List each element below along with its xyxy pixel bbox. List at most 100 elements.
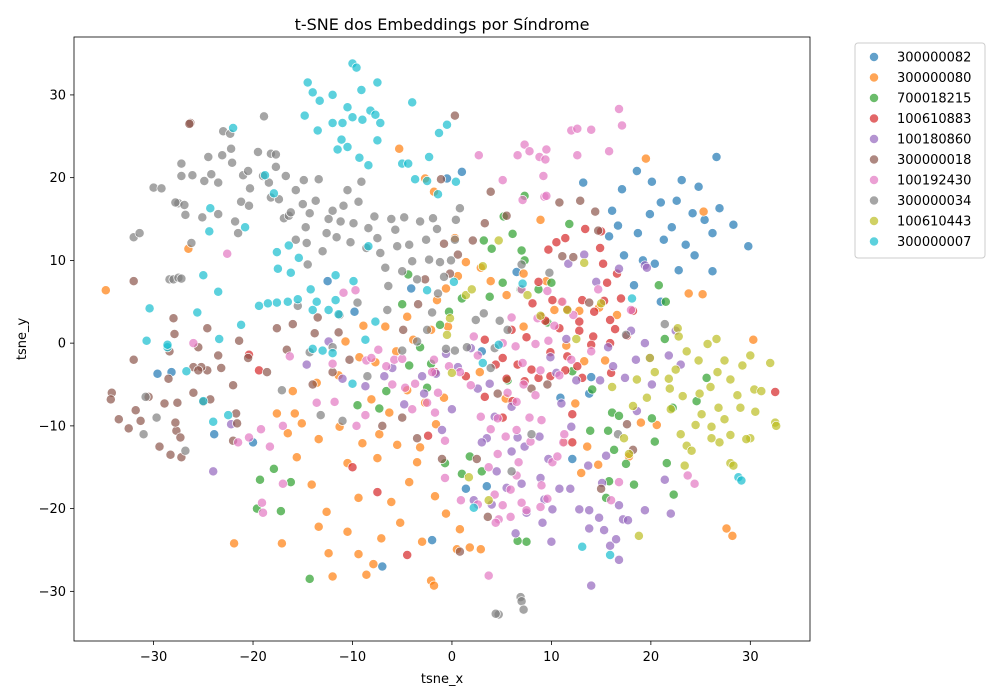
data-point: [282, 296, 293, 307]
data-point: [706, 433, 717, 444]
data-point: [333, 309, 344, 320]
data-point: [169, 329, 180, 339]
data-point: [435, 257, 445, 268]
data-point: [233, 437, 244, 448]
data-point: [679, 460, 690, 471]
data-point: [668, 489, 679, 500]
legend-label: 300000007: [897, 235, 971, 250]
data-point: [627, 293, 637, 304]
data-point: [229, 538, 240, 549]
data-point: [567, 437, 578, 448]
data-point: [719, 355, 730, 366]
data-point: [712, 367, 723, 378]
data-point: [327, 571, 338, 582]
data-point: [535, 365, 546, 376]
data-point: [323, 214, 334, 224]
data-point: [276, 538, 287, 549]
data-point: [521, 536, 532, 547]
data-point: [516, 259, 527, 270]
data-point: [424, 254, 435, 265]
data-point: [360, 381, 371, 392]
data-point: [770, 387, 781, 397]
data-point: [616, 293, 626, 304]
data-point: [472, 350, 483, 361]
data-point: [603, 425, 614, 436]
data-point: [614, 263, 624, 274]
data-point: [330, 295, 341, 306]
data-point: [546, 277, 557, 288]
data-point: [461, 342, 472, 353]
data-point: [176, 158, 187, 169]
data-point: [441, 508, 451, 519]
data-point: [345, 237, 356, 248]
data-point: [506, 466, 517, 477]
data-point: [596, 298, 607, 309]
data-point: [159, 398, 170, 409]
data-point: [403, 158, 414, 169]
data-point: [268, 463, 279, 474]
data-point: [535, 310, 546, 321]
data-point: [233, 228, 244, 239]
data-point: [711, 152, 722, 162]
data-point: [372, 487, 383, 498]
data-point: [586, 346, 597, 357]
data-point: [659, 319, 670, 330]
series-100610443: [442, 235, 782, 541]
data-point: [376, 533, 387, 544]
data-point: [500, 431, 511, 442]
data-point: [105, 394, 116, 405]
data-point: [392, 241, 403, 252]
data-point: [329, 396, 340, 407]
data-point: [483, 570, 494, 581]
data-point: [598, 258, 609, 269]
data-point: [440, 435, 450, 446]
data-point: [208, 466, 219, 477]
data-point: [579, 249, 590, 260]
data-point: [579, 356, 590, 367]
y-tick-label: 0: [58, 337, 66, 352]
data-point: [563, 258, 574, 269]
data-point: [431, 419, 441, 430]
data-point: [394, 143, 405, 154]
data-point: [446, 255, 456, 266]
data-point: [434, 128, 444, 138]
data-point: [123, 423, 134, 434]
data-point: [646, 176, 657, 187]
data-point: [471, 454, 482, 464]
data-point: [363, 241, 374, 252]
data-point: [404, 360, 415, 371]
legend-label: 300000018: [897, 153, 971, 168]
data-point: [554, 197, 565, 208]
data-point: [621, 458, 631, 469]
data-point: [497, 175, 508, 186]
data-point: [442, 119, 452, 130]
data-point: [156, 183, 167, 194]
data-point: [635, 417, 646, 428]
data-point: [593, 284, 604, 295]
data-point: [547, 504, 558, 515]
data-point: [296, 418, 307, 429]
data-point: [198, 270, 209, 281]
data-point: [565, 483, 576, 494]
data-point: [344, 354, 355, 365]
data-point: [584, 505, 595, 516]
data-point: [485, 276, 496, 287]
data-point: [236, 319, 247, 330]
data-point: [450, 214, 461, 225]
data-point: [663, 350, 674, 361]
data-point: [439, 271, 449, 282]
data-point: [467, 235, 478, 246]
data-point: [641, 262, 652, 273]
data-point: [673, 331, 684, 342]
data-point: [374, 429, 385, 440]
data-point: [180, 209, 191, 220]
data-point: [596, 483, 607, 494]
data-point: [725, 430, 736, 440]
data-point: [602, 277, 613, 288]
data-point: [188, 387, 199, 398]
data-point: [432, 224, 442, 234]
data-point: [144, 303, 155, 314]
data-point: [179, 200, 190, 210]
data-point: [464, 542, 475, 553]
data-point: [725, 374, 736, 385]
